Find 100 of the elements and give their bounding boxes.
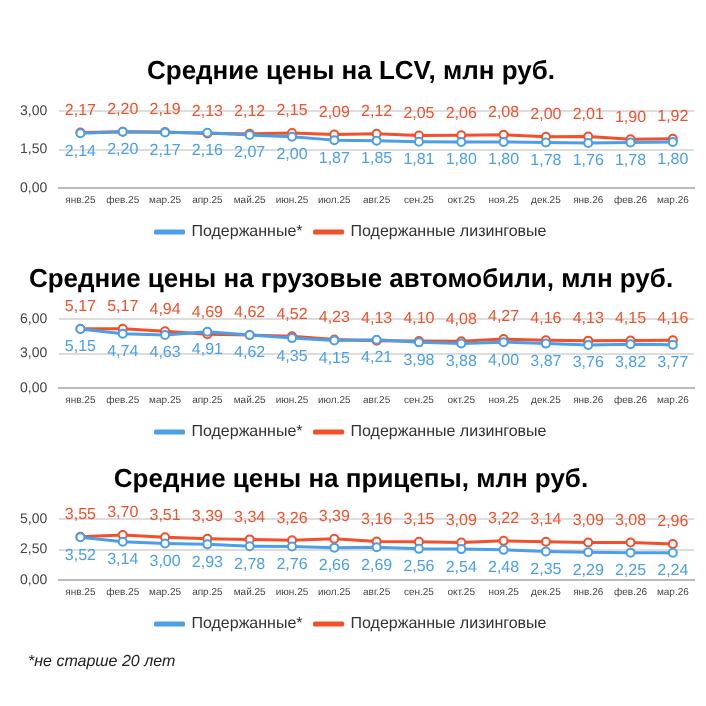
data-label: 2,29 [572,560,605,579]
data-label: 2,48 [488,558,521,577]
data-label: 2,08 [488,103,521,122]
data-label: 3,34 [234,507,267,526]
data-label: 4,27 [488,307,521,326]
data-label: 4,13 [361,309,394,328]
data-label: 3,52 [64,545,98,564]
data-label: 2,76 [276,554,309,573]
data-label: 4,08 [445,309,478,328]
data-label: 3,76 [572,353,605,372]
data-label: 4,21 [361,348,394,367]
data-label: 2,14 [64,141,98,160]
data-label: 3,39 [318,507,351,526]
data-label: 2,25 [614,561,648,580]
data-label: 3,98 [403,350,436,369]
chart-title: Средние цены на грузовые автомобили, млн руб. [28,262,674,293]
data-label: 2,17 [149,140,182,159]
data-label: 5,15 [64,337,98,356]
legend-label: Подержанные* [191,422,303,441]
data-label: 4,16 [657,308,690,327]
data-label: 2,19 [149,100,182,119]
data-label: 5,17 [64,297,98,316]
data-label: 4,35 [276,346,309,365]
data-label: 3,87 [530,352,563,371]
data-label: 2,69 [361,555,394,574]
legend-label: Подержанные лизинговые [350,222,548,241]
data-label: 1,78 [614,150,648,169]
legend-label: Подержанные лизинговые [350,422,548,441]
data-label: 1,85 [361,149,394,168]
data-label: 4,91 [191,340,225,359]
data-label: 1,80 [657,150,690,169]
data-label: 2,05 [403,103,436,122]
data-label: 3,22 [488,509,521,528]
data-label: 2,56 [403,557,436,576]
data-label: 4,13 [572,309,605,328]
data-label: 2,54 [445,557,478,576]
data-label: 2,15 [276,101,309,120]
legend-label: Подержанные* [191,614,303,633]
data-label: 3,14 [107,550,140,569]
data-label: 4,62 [234,343,267,362]
data-label: 4,74 [107,342,140,361]
data-label: 3,55 [64,505,98,524]
data-label: 1,81 [403,150,436,169]
data-label: 2,24 [657,561,690,580]
data-label: 1,87 [318,148,351,167]
data-label: 4,63 [149,343,182,362]
data-label: 3,16 [361,509,394,528]
data-label: 2,20 [107,100,140,119]
chart-title: Средние цены на прицепы, млн руб. [113,462,589,493]
data-label: 4,94 [149,299,182,318]
data-label: 4,15 [318,348,351,367]
data-label: 1,92 [657,107,690,126]
data-label: 2,78 [234,554,267,573]
data-label: 2,06 [445,103,478,122]
text: *не старше 20 лет [26,652,178,670]
data-label: 3,09 [572,510,605,529]
data-label: 4,15 [614,308,648,327]
data-label: 1,80 [488,150,521,169]
data-label: 1,90 [614,107,648,126]
data-label: 3,88 [445,351,478,370]
data-label: 3,70 [107,503,140,522]
data-label: 2,13 [191,101,225,120]
data-label: 2,35 [530,559,563,578]
data-label: 2,07 [234,143,267,162]
data-label: 1,80 [445,150,478,169]
data-label: 2,12 [234,102,267,121]
data-label: 4,69 [191,302,225,321]
data-label: 2,12 [361,102,394,121]
data-label: 1,76 [572,151,605,170]
data-label: 4,00 [488,350,521,369]
data-label: 4,23 [318,307,351,326]
data-label: 3,14 [530,510,563,529]
data-label: 4,52 [276,304,309,323]
legend-label: Подержанные лизинговые [350,614,548,633]
data-label: 1,78 [530,150,563,169]
data-label: 3,08 [614,510,648,529]
data-label: 2,16 [191,141,225,160]
data-label: 3,82 [614,352,648,371]
data-label: 3,51 [149,505,182,524]
data-label: 2,09 [318,102,351,121]
data-label: 4,10 [403,309,436,328]
data-label: 4,16 [530,308,563,327]
data-label: 2,17 [64,100,98,119]
data-label: 3,09 [445,510,478,529]
data-label: 3,00 [149,551,182,570]
data-label: 2,93 [191,552,225,571]
data-label: 2,20 [107,140,140,159]
data-label: 5,17 [107,297,140,316]
data-label: 3,77 [657,353,690,372]
data-label: 2,66 [318,556,351,575]
legend-label: Подержанные* [191,222,303,241]
data-label: 3,26 [276,508,309,527]
data-label: 2,96 [657,512,690,531]
data-label: 2,00 [276,145,309,164]
data-label: 2,01 [572,104,605,123]
chart-title: Средние цены на LCV, млн руб. [147,54,555,85]
data-label: 2,00 [530,105,563,124]
data-label: 3,39 [191,507,225,526]
data-label: 4,62 [234,303,267,322]
data-label: 3,15 [403,510,436,529]
